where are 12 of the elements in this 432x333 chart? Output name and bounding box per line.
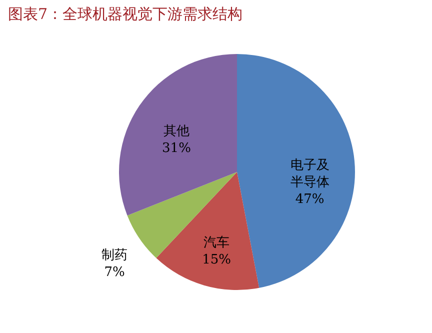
slice-label: 电子及半导体 [290,158,330,190]
pie-slice [156,172,260,290]
pie-slice [237,54,355,288]
data-label: 7% [104,265,125,280]
pie-slice [119,54,237,216]
slice-label: 制药 [102,248,128,264]
slice-label: 其他 [163,124,190,139]
data-label: 31% [162,140,191,156]
slice-label: 汽车 [204,235,230,250]
data-label: 47% [295,192,324,208]
chart-title: 图表7：全球机器视觉下游需求结构 [8,5,243,23]
data-label: 15% [202,252,232,268]
